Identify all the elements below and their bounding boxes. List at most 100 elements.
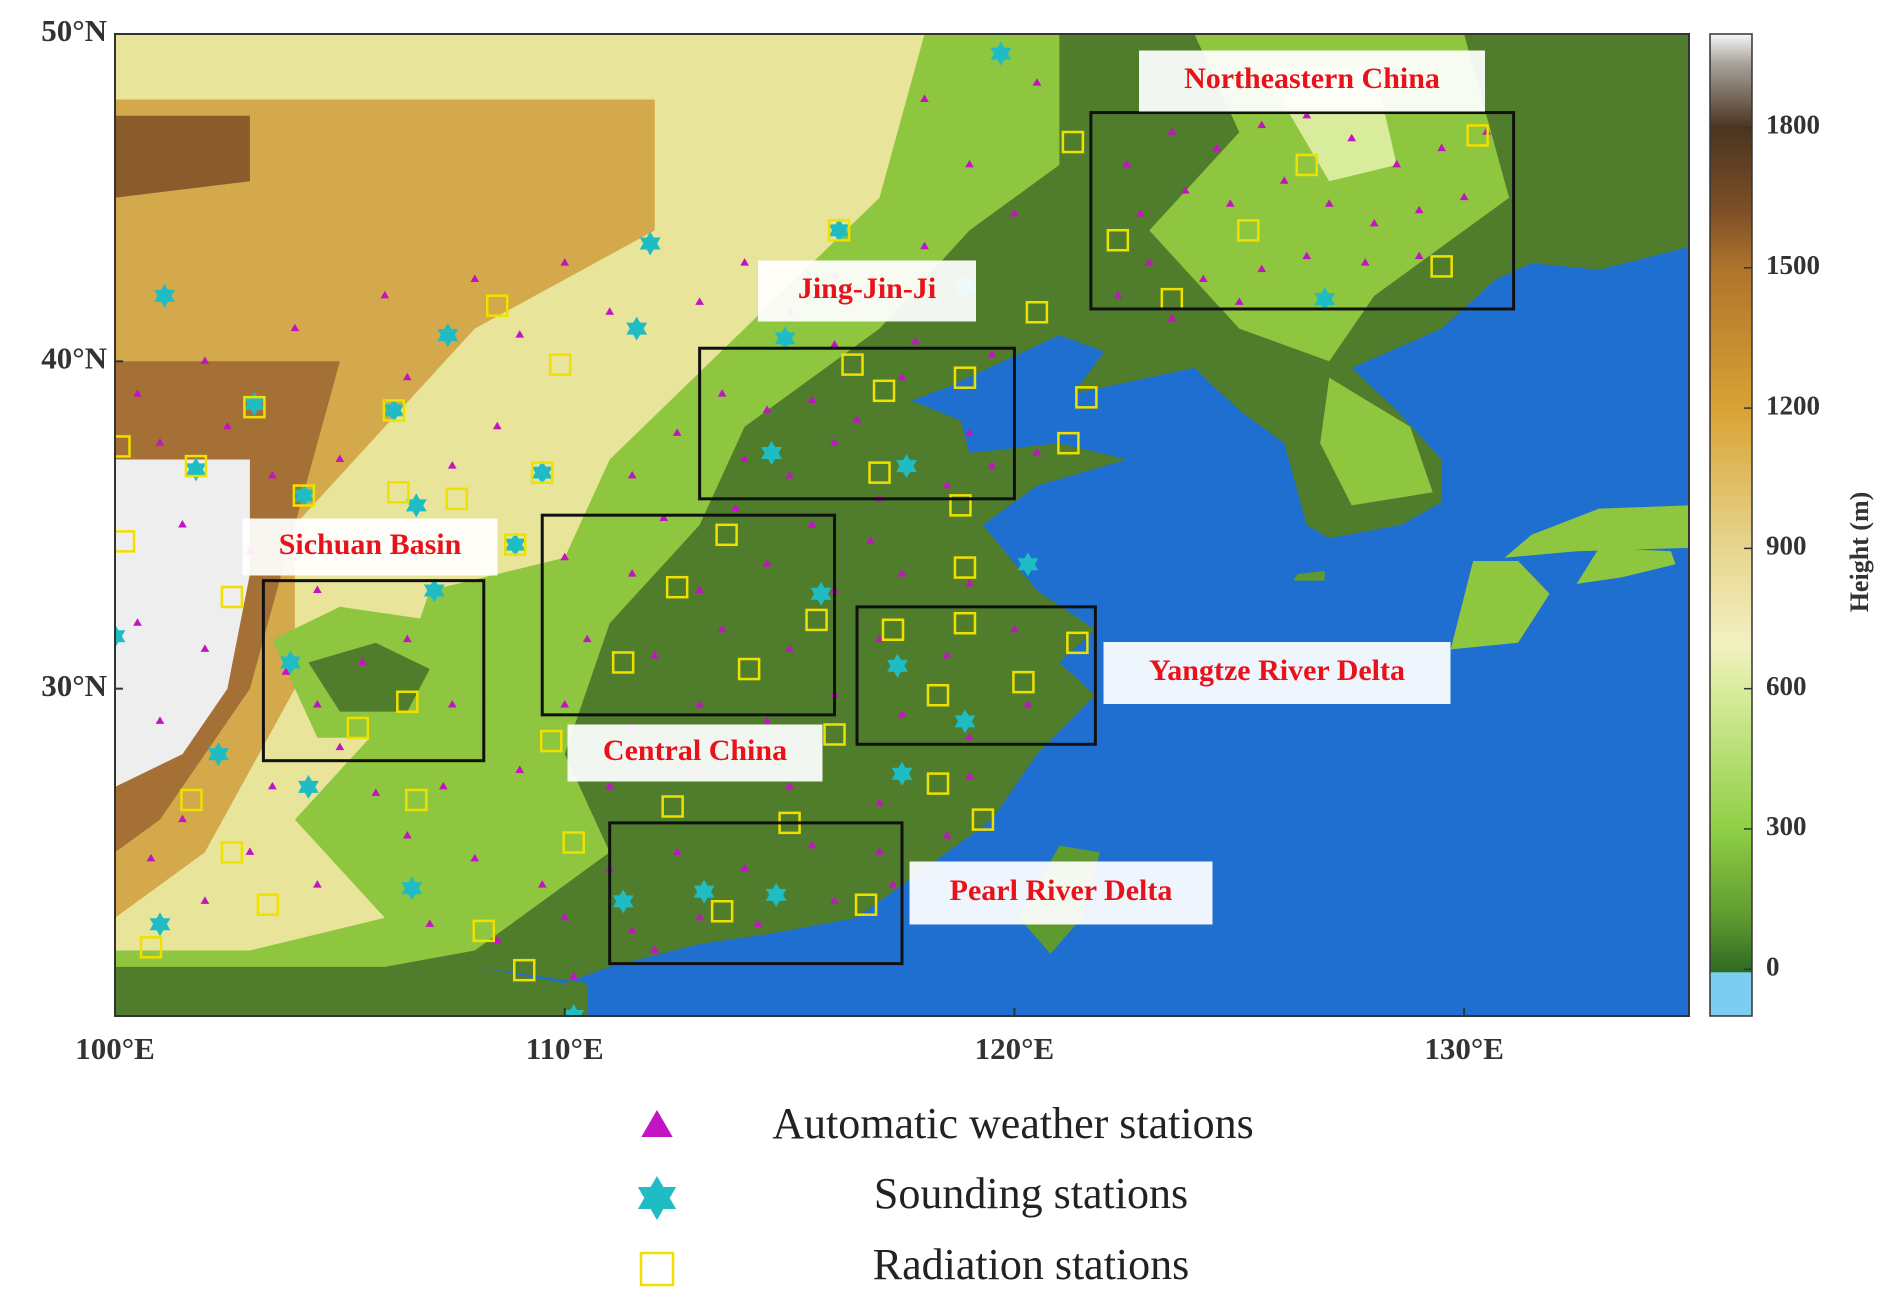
station-triangle [245, 847, 255, 855]
station-square [1061, 130, 1085, 154]
station-triangle [1023, 700, 1033, 708]
station-star [298, 774, 319, 799]
station-square [472, 919, 496, 943]
station-triangle [830, 438, 839, 446]
station-triangle [492, 421, 502, 430]
station-square [841, 353, 864, 376]
station-square [823, 723, 846, 746]
station-square [953, 556, 977, 579]
station-triangle [965, 578, 974, 587]
station-star [810, 581, 832, 606]
station-square [737, 657, 761, 681]
station-triangle [762, 405, 772, 413]
station-triangle [920, 241, 929, 250]
station-triangle [807, 520, 817, 528]
station-triangle [695, 585, 704, 593]
station-square [611, 651, 635, 674]
station-square [220, 585, 244, 609]
station-triangle [371, 788, 381, 796]
station-triangle [605, 781, 615, 790]
station-triangle [740, 258, 749, 266]
station-square [1066, 631, 1089, 655]
station-star [208, 742, 229, 767]
station-square [387, 481, 410, 504]
station-triangle [1324, 199, 1334, 207]
station-square [881, 618, 905, 641]
colorbar-tick-label: 300 [1766, 811, 1807, 841]
station-triangle [785, 470, 794, 479]
region-label-box [1103, 642, 1451, 704]
station-triangle [1360, 258, 1370, 266]
station-triangle [178, 520, 187, 528]
station-triangle [268, 781, 277, 790]
station-triangle [717, 624, 727, 633]
region-label: Central China [603, 734, 787, 767]
station-triangle [942, 480, 952, 489]
station-triangle [380, 290, 390, 299]
station-triangle [830, 896, 839, 904]
station-triangle [1437, 143, 1447, 152]
station-triangle [155, 716, 165, 724]
region-label: Yangtze River Delta [1149, 654, 1405, 687]
station-triangle [987, 349, 997, 358]
island [1504, 505, 1689, 558]
x-tick-label: 100°E [75, 1031, 155, 1066]
station-triangle [875, 634, 884, 643]
station-square [539, 729, 563, 753]
legend-label: Radiation stations [873, 1240, 1190, 1289]
station-triangle [560, 552, 570, 561]
station-triangle [281, 667, 291, 675]
station-triangle [897, 372, 907, 381]
station-square [503, 533, 527, 556]
station-star [828, 218, 850, 243]
overlay: 100°E 110°E 120°E 130°E 30°N 40°N 50°N Northeas… [41, 13, 1516, 1066]
station-triangle [762, 559, 772, 567]
station-star [887, 653, 908, 678]
terrain [115, 34, 1689, 1016]
region-box [698, 346, 1016, 501]
station-triangle [133, 618, 142, 626]
station-triangle [785, 781, 794, 790]
station-square [220, 841, 244, 864]
station-triangle [659, 513, 669, 521]
station-triangle [313, 585, 322, 593]
plateau [115, 99, 655, 918]
legend-symbol [639, 1251, 675, 1287]
station-triangle [560, 912, 570, 921]
station-triangle [470, 274, 480, 282]
station-triangle [470, 853, 480, 862]
station-triangle [785, 644, 794, 652]
station-star [531, 460, 553, 485]
colorbar-tick-label: 1500 [1766, 250, 1820, 280]
station-triangle [290, 323, 300, 332]
station-square [530, 461, 554, 484]
station-square [1075, 386, 1098, 409]
station-square [1012, 670, 1035, 694]
x-tick-label: 120°E [975, 1031, 1055, 1066]
station-square [139, 936, 163, 959]
station-triangle [1257, 120, 1267, 129]
station-triangle [402, 830, 412, 839]
region-box [855, 605, 1097, 746]
station-triangle [740, 454, 749, 463]
station-star [383, 398, 405, 423]
station-square [926, 683, 950, 707]
station-triangle [965, 732, 974, 741]
station-triangle [1459, 192, 1469, 201]
station-triangle [1234, 297, 1244, 305]
station-square [953, 366, 977, 389]
station-square [346, 716, 370, 740]
station-star [280, 650, 301, 675]
station-star [765, 882, 787, 907]
island [1576, 547, 1676, 584]
station-star [693, 879, 715, 904]
lowland-hills [1149, 34, 1510, 362]
station-star [761, 441, 782, 465]
legend-symbol [637, 1176, 677, 1220]
station-triangle [807, 395, 817, 404]
station-triangle [268, 470, 277, 479]
station-triangle [695, 912, 704, 921]
station-triangle [1279, 176, 1289, 184]
station-square [926, 772, 950, 795]
region-box [540, 513, 837, 717]
